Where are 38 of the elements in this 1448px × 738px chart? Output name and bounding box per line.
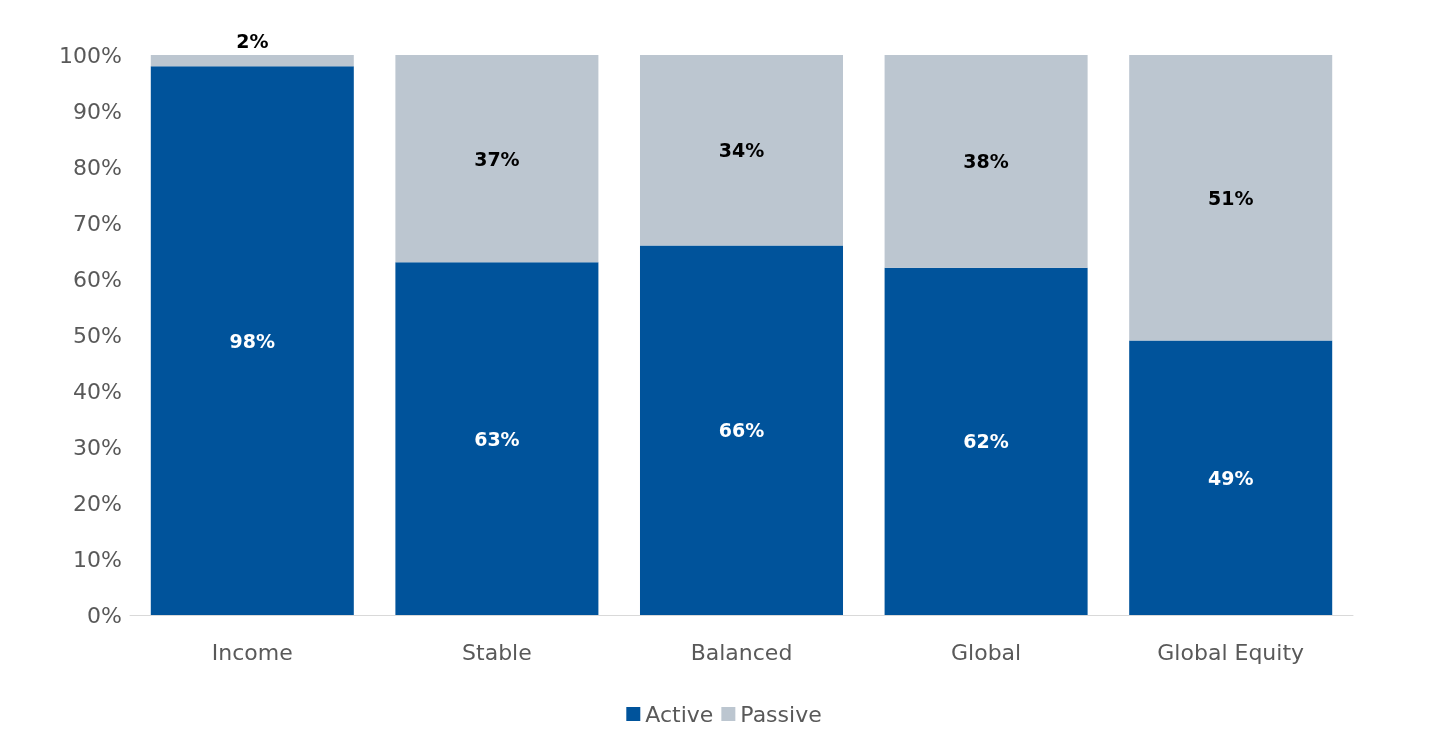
y-tick-label: 40% (73, 378, 122, 404)
x-tick-label: Stable (462, 639, 532, 665)
bar (1129, 340, 1333, 615)
data-label: 98% (229, 329, 276, 352)
data-label: 66% (718, 419, 765, 442)
data-label: 63% (474, 427, 520, 450)
bar (639, 245, 844, 615)
y-tick-label: 0% (87, 602, 122, 628)
y-tick-label: 80% (73, 154, 122, 180)
bar (884, 55, 1088, 268)
data-label: 49% (1207, 466, 1254, 489)
y-tick-label: 100% (59, 42, 122, 68)
y-tick-label: 30% (73, 434, 122, 460)
y-tick-label: 20% (73, 490, 122, 516)
x-tick-label: Income (211, 639, 293, 665)
data-label: 34% (718, 139, 765, 162)
bar (1129, 55, 1333, 341)
y-tick-label: 70% (73, 210, 122, 236)
y-tick-label: 10% (73, 546, 122, 572)
y-tick-label: 90% (73, 98, 122, 124)
data-label: 38% (963, 150, 1009, 173)
x-tick-label: Global (951, 639, 1022, 665)
x-tick-label: Balanced (690, 639, 793, 665)
bar (150, 55, 354, 67)
legend-label: Passive (740, 701, 822, 727)
bar (884, 267, 1088, 615)
y-tick-label: 60% (73, 266, 122, 292)
data-label: 37% (474, 147, 520, 170)
bar (395, 55, 599, 263)
x-tick-label: Global Equity (1157, 639, 1305, 665)
data-label: 2% (236, 29, 269, 52)
data-label: 51% (1207, 186, 1254, 209)
data-label: 62% (963, 430, 1009, 453)
bar (150, 66, 354, 615)
legend-label: Active (645, 701, 714, 727)
y-tick-label: 50% (73, 322, 122, 348)
bar (395, 262, 599, 615)
bar (639, 55, 844, 246)
